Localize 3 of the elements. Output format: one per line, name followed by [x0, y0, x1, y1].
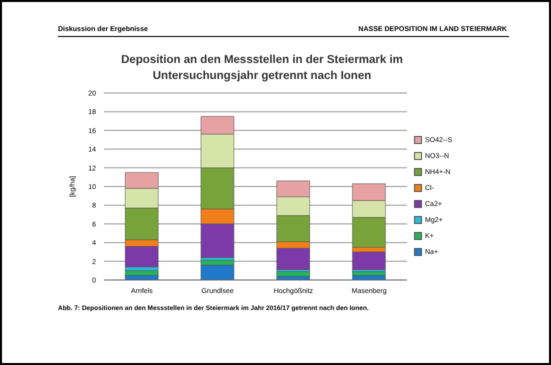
bar: [352, 252, 386, 270]
chart-title: Deposition an den Messstellen in der Steiermark im Untersuchungsjahr getrennt nach Ionen: [120, 53, 404, 84]
bar: [200, 264, 234, 280]
